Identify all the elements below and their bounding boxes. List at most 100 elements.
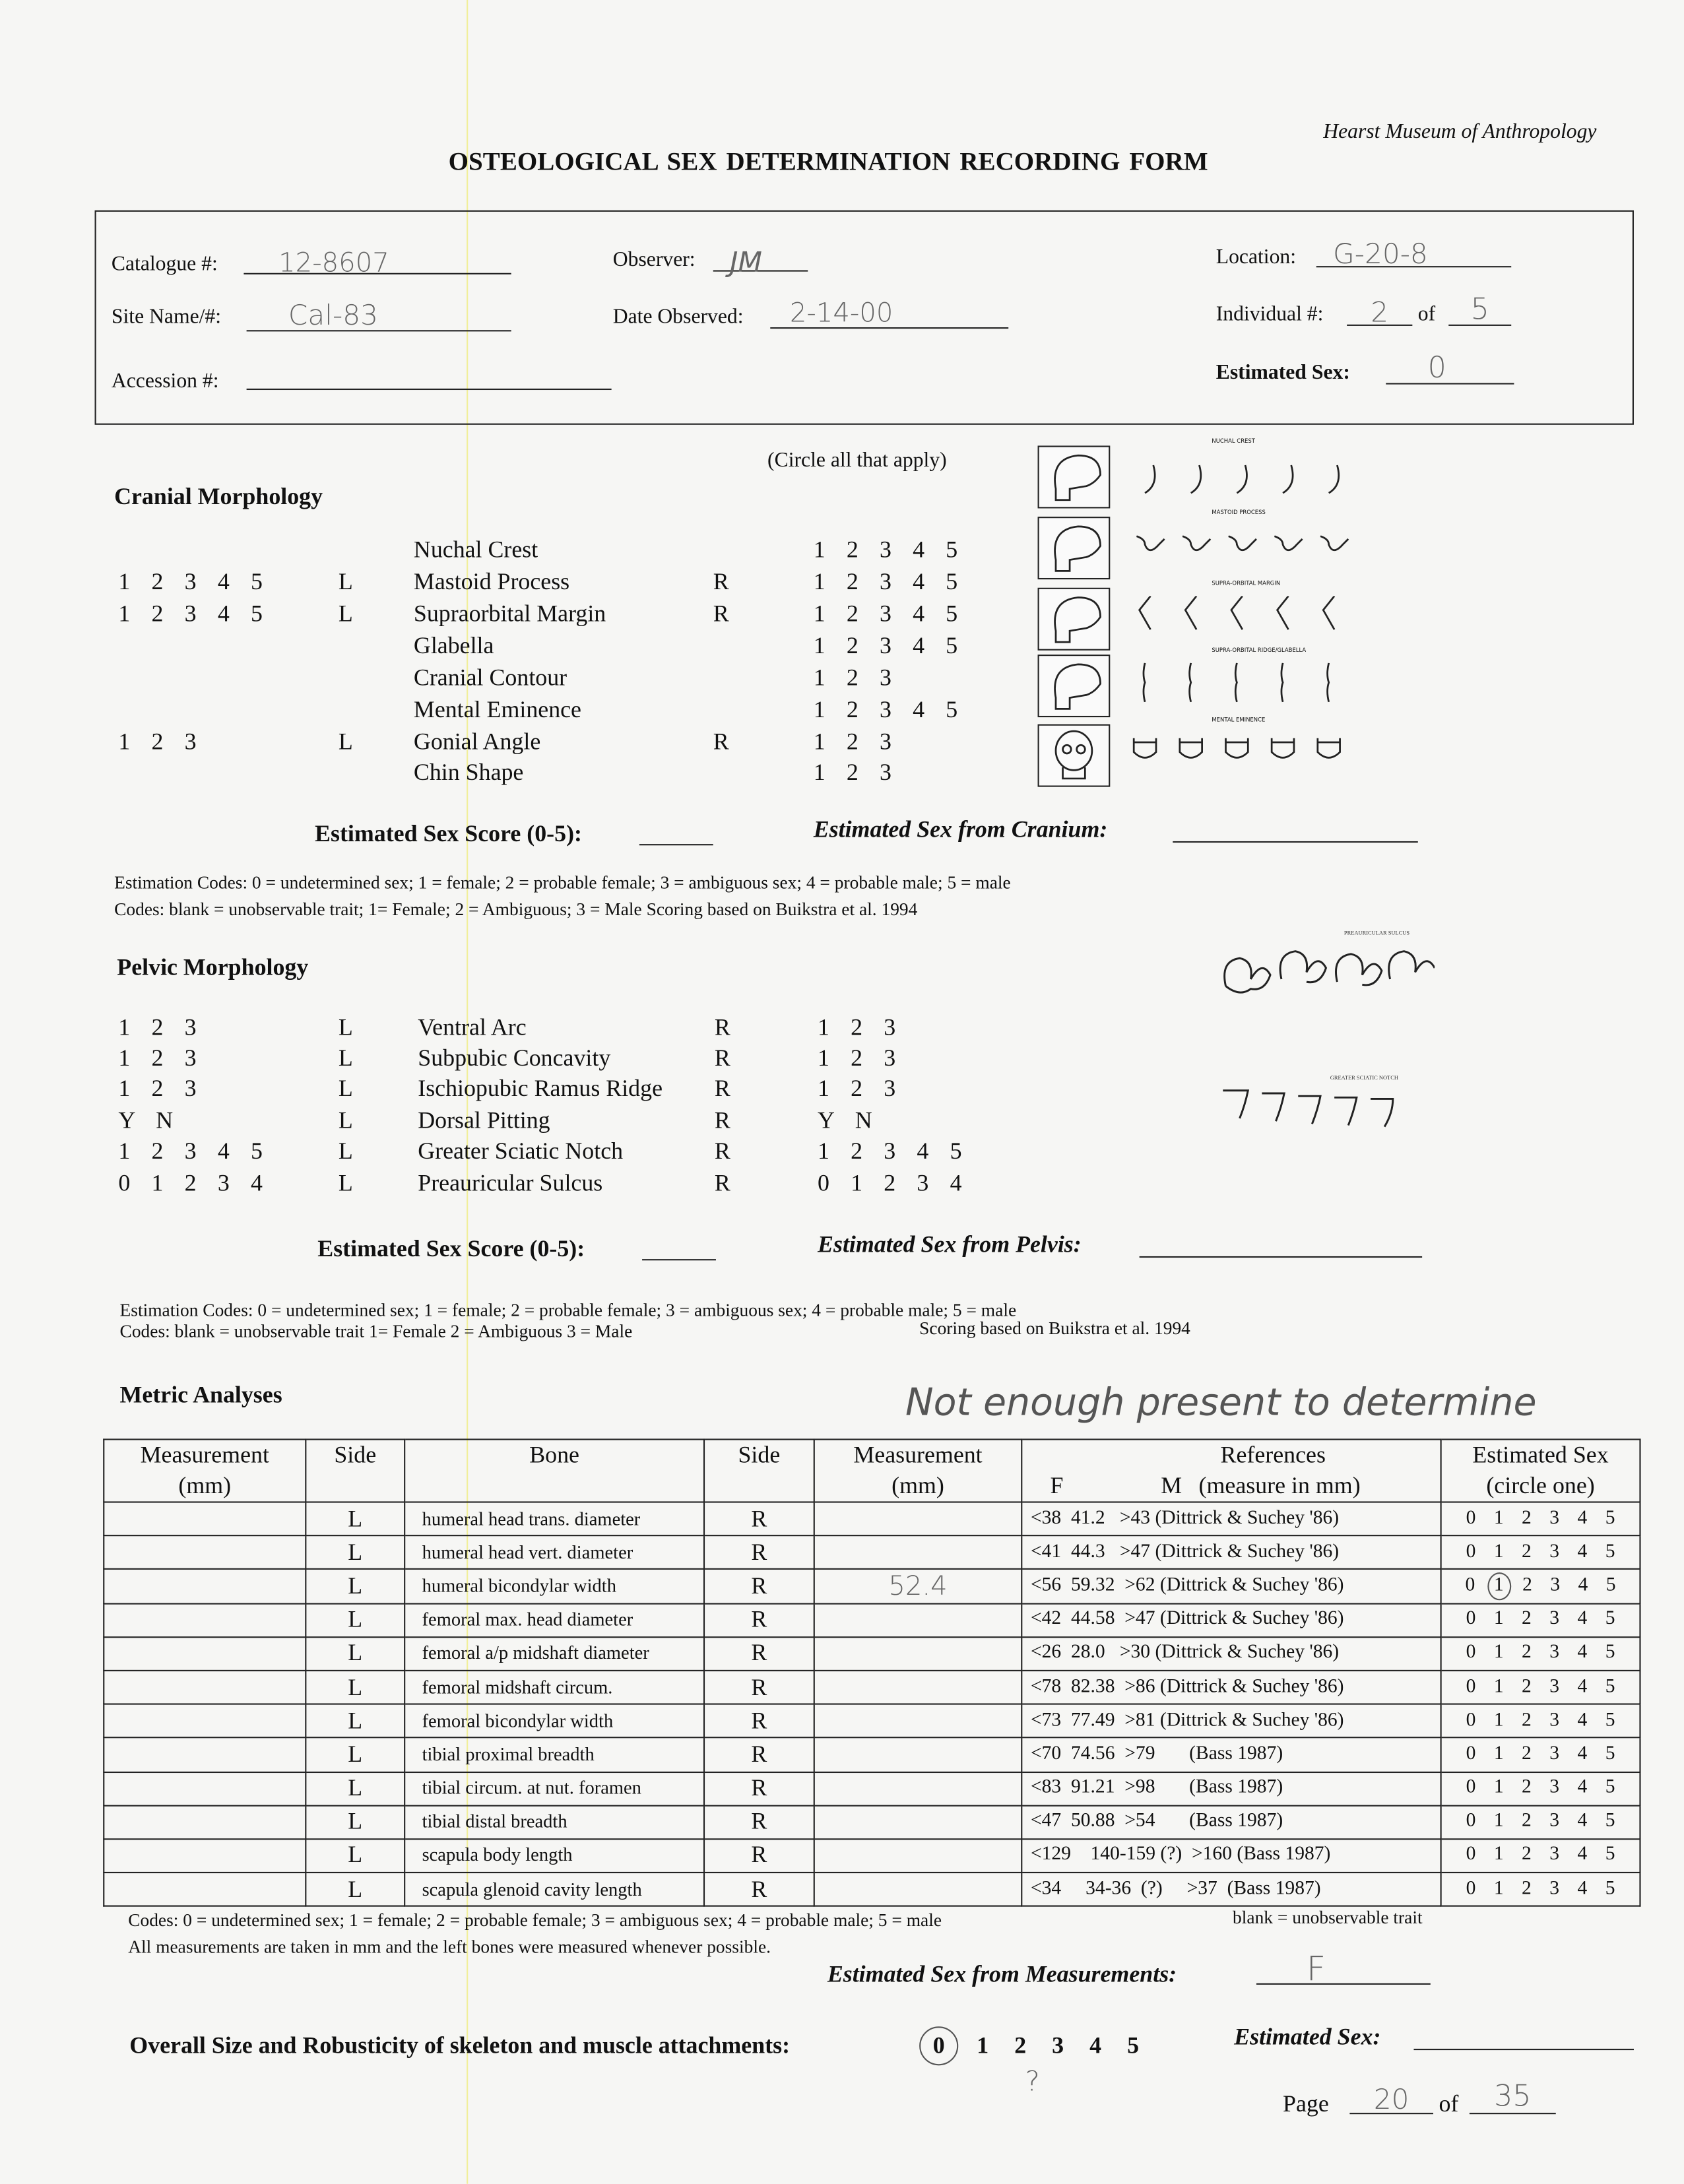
sex-option-4[interactable]: 4 (1578, 1575, 1588, 1596)
measurement-left-cell[interactable] (103, 1804, 307, 1840)
measurement-right-cell[interactable] (813, 1636, 1023, 1671)
measurement-left-cell[interactable] (103, 1872, 307, 1908)
sex-option-4[interactable]: 4 (1577, 1811, 1588, 1832)
robusticity-option-1[interactable]: 1 (977, 2032, 989, 2059)
sex-option-1[interactable]: 1 (1487, 1572, 1511, 1601)
pelvic-right-scores[interactable]: Y N (818, 1107, 872, 1134)
sex-option-4[interactable]: 4 (1577, 1676, 1588, 1698)
pelvic-left-scores[interactable]: Y N (118, 1107, 174, 1134)
sex-option-5[interactable]: 5 (1605, 1642, 1615, 1664)
pelvic-left-scores[interactable]: 0 1 2 3 4 (118, 1170, 263, 1197)
catalogue-field[interactable]: 12-8607 (243, 248, 511, 278)
sex-option-3[interactable]: 3 (1549, 1777, 1560, 1799)
measurement-right-cell[interactable] (813, 1838, 1023, 1874)
sex-option-2[interactable]: 2 (1522, 1743, 1532, 1765)
sex-option-2[interactable]: 2 (1522, 1575, 1532, 1596)
sex-option-1[interactable]: 1 (1493, 1811, 1504, 1832)
cranium-sex-field[interactable] (1173, 819, 1418, 843)
sex-option-4[interactable]: 4 (1577, 1743, 1588, 1765)
sex-option-1[interactable]: 1 (1493, 1777, 1504, 1799)
accession-field[interactable] (246, 365, 612, 391)
sex-option-5[interactable]: 5 (1605, 1609, 1615, 1630)
robusticity-option-4[interactable]: 4 (1089, 2032, 1102, 2059)
sex-option-3[interactable]: 3 (1550, 1575, 1561, 1596)
sex-option-2[interactable]: 2 (1522, 1676, 1532, 1698)
sex-option-2[interactable]: 2 (1522, 1642, 1532, 1664)
measurement-right-cell[interactable] (813, 1669, 1023, 1705)
overall-est-field[interactable] (1413, 2026, 1634, 2051)
sex-option-3[interactable]: 3 (1549, 1609, 1560, 1630)
sex-option-3[interactable]: 3 (1549, 1508, 1560, 1529)
sex-option-1[interactable]: 1 (1493, 1743, 1504, 1765)
sex-option-3[interactable]: 3 (1549, 1541, 1560, 1562)
sex-option-3[interactable]: 3 (1549, 1811, 1560, 1832)
sex-option-4[interactable]: 4 (1577, 1878, 1588, 1900)
pelvic-right-scores[interactable]: 1 2 3 (818, 1013, 896, 1041)
sex-option-3[interactable]: 3 (1549, 1642, 1560, 1664)
sex-option-2[interactable]: 2 (1522, 1609, 1532, 1630)
sex-option-5[interactable]: 5 (1605, 1844, 1615, 1866)
robusticity-option-0[interactable]: 0 (919, 2026, 959, 2066)
measurement-right-cell[interactable] (813, 1872, 1023, 1908)
pelvic-score-field[interactable] (642, 1237, 716, 1261)
sex-option-0[interactable]: 0 (1466, 1541, 1476, 1562)
measurement-right-cell[interactable] (813, 1535, 1023, 1570)
measurement-right-cell[interactable] (813, 1737, 1023, 1773)
sex-option-1[interactable]: 1 (1493, 1642, 1504, 1664)
sex-option-5[interactable]: 5 (1605, 1508, 1615, 1529)
cranial-left-scores[interactable]: 1 2 3 4 5 (118, 568, 263, 595)
pelvic-left-scores[interactable]: 1 2 3 (118, 1075, 197, 1102)
pelvic-left-scores[interactable]: 1 2 3 (118, 1044, 197, 1072)
sex-option-5[interactable]: 5 (1605, 1743, 1615, 1765)
robusticity-option-3[interactable]: 3 (1052, 2032, 1064, 2059)
sex-option-1[interactable]: 1 (1493, 1508, 1504, 1529)
measurement-left-cell[interactable] (103, 1669, 307, 1705)
sex-option-4[interactable]: 4 (1577, 1844, 1588, 1866)
measurement-left-cell[interactable] (103, 1636, 307, 1671)
robusticity-option-2[interactable]: 2 (1014, 2032, 1027, 2059)
measurements-sex-field[interactable]: F (1256, 1950, 1431, 1989)
sex-option-4[interactable]: 4 (1577, 1642, 1588, 1664)
date-field[interactable]: 2-14-00 (770, 298, 1009, 329)
sex-option-1[interactable]: 1 (1493, 1844, 1504, 1866)
sex-option-5[interactable]: 5 (1605, 1710, 1615, 1731)
pelvic-right-scores[interactable]: 1 2 3 (818, 1075, 896, 1102)
measurement-right-cell[interactable] (813, 1804, 1023, 1840)
pelvic-left-scores[interactable]: 1 2 3 (118, 1013, 197, 1041)
sex-option-1[interactable]: 1 (1493, 1541, 1504, 1562)
sex-option-4[interactable]: 4 (1577, 1777, 1588, 1799)
cranial-left-scores[interactable]: 1 2 3 (118, 728, 197, 755)
individual-field[interactable]: 2 (1347, 295, 1413, 329)
measurement-left-cell[interactable] (103, 1770, 307, 1807)
sex-option-5[interactable]: 5 (1605, 1811, 1615, 1832)
measurement-left-cell[interactable] (103, 1501, 307, 1537)
page-current-field[interactable]: 20 (1349, 2082, 1434, 2115)
est-sex-field[interactable]: 0 (1386, 351, 1514, 385)
individual-total-field[interactable]: 5 (1448, 292, 1512, 326)
sex-option-3[interactable]: 3 (1549, 1676, 1560, 1698)
observer-field[interactable]: JM (713, 245, 808, 278)
pelvis-sex-field[interactable] (1139, 1234, 1423, 1258)
sex-option-0[interactable]: 0 (1466, 1609, 1476, 1630)
measurement-left-cell[interactable] (103, 1602, 307, 1638)
sex-option-4[interactable]: 4 (1577, 1541, 1588, 1562)
sex-option-1[interactable]: 1 (1493, 1609, 1504, 1630)
sex-option-3[interactable]: 3 (1549, 1743, 1560, 1765)
sex-option-1[interactable]: 1 (1493, 1710, 1504, 1731)
sex-option-1[interactable]: 1 (1493, 1676, 1504, 1698)
sex-option-5[interactable]: 5 (1605, 1878, 1615, 1900)
measurement-left-cell[interactable] (103, 1838, 307, 1874)
cranial-right-scores[interactable]: 1 2 3 4 5 (813, 600, 958, 627)
cranial-right-scores[interactable]: 1 2 3 (813, 728, 891, 755)
sex-option-5[interactable]: 5 (1605, 1676, 1615, 1698)
measurement-left-cell[interactable] (103, 1535, 307, 1570)
